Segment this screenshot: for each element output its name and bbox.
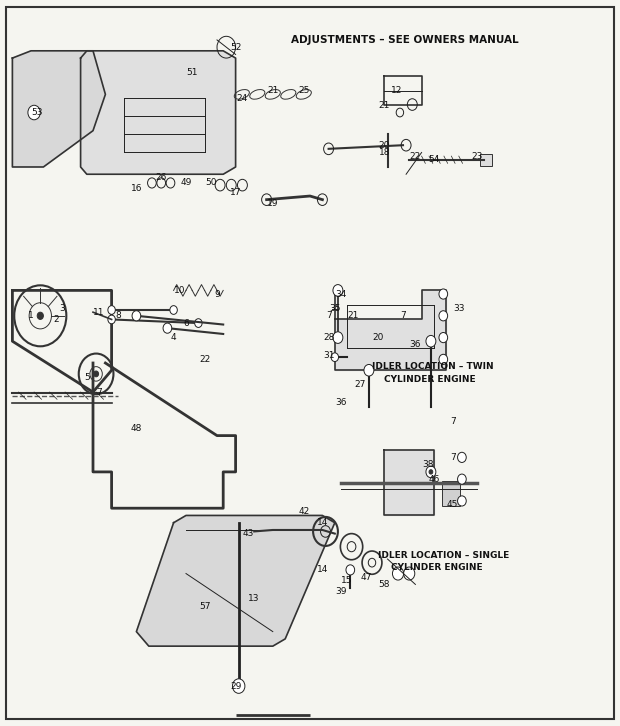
Text: 51: 51 bbox=[187, 68, 198, 77]
Text: 18: 18 bbox=[379, 148, 390, 157]
Text: CYLINDER ENGINE: CYLINDER ENGINE bbox=[384, 375, 476, 384]
Text: 31: 31 bbox=[323, 351, 334, 360]
Text: 29: 29 bbox=[230, 682, 241, 690]
Text: 33: 33 bbox=[453, 304, 464, 313]
Text: 1: 1 bbox=[28, 311, 34, 320]
Text: 46: 46 bbox=[428, 475, 440, 484]
Text: 38: 38 bbox=[422, 460, 433, 469]
Circle shape bbox=[439, 289, 448, 299]
Text: 17: 17 bbox=[230, 188, 241, 197]
Text: 4: 4 bbox=[170, 333, 177, 342]
Circle shape bbox=[439, 354, 448, 364]
Text: 42: 42 bbox=[298, 507, 309, 516]
Text: 43: 43 bbox=[242, 529, 254, 538]
Circle shape bbox=[132, 311, 141, 321]
Text: 19: 19 bbox=[267, 199, 278, 208]
Polygon shape bbox=[384, 450, 434, 515]
FancyBboxPatch shape bbox=[480, 154, 492, 166]
Text: 14: 14 bbox=[317, 566, 328, 574]
Circle shape bbox=[458, 474, 466, 484]
Text: 22: 22 bbox=[199, 355, 210, 364]
Text: 7: 7 bbox=[400, 311, 406, 320]
Polygon shape bbox=[81, 51, 236, 174]
Circle shape bbox=[170, 306, 177, 314]
Polygon shape bbox=[136, 515, 335, 646]
Text: 13: 13 bbox=[249, 595, 260, 603]
Text: 48: 48 bbox=[131, 424, 142, 433]
Circle shape bbox=[195, 319, 202, 327]
Text: 16: 16 bbox=[131, 184, 142, 193]
Text: 58: 58 bbox=[379, 580, 390, 589]
Circle shape bbox=[346, 565, 355, 575]
Circle shape bbox=[426, 335, 436, 347]
Circle shape bbox=[108, 306, 115, 314]
Text: 14: 14 bbox=[317, 518, 328, 527]
Circle shape bbox=[364, 364, 374, 376]
Text: 11: 11 bbox=[94, 308, 105, 317]
Text: ADJUSTMENTS – SEE OWNERS MANUAL: ADJUSTMENTS – SEE OWNERS MANUAL bbox=[291, 35, 519, 45]
Text: 6: 6 bbox=[183, 319, 189, 327]
Text: 10: 10 bbox=[174, 286, 185, 295]
Text: 2: 2 bbox=[53, 315, 59, 324]
Text: 49: 49 bbox=[180, 179, 192, 187]
Text: 7: 7 bbox=[96, 388, 102, 396]
Text: 9: 9 bbox=[214, 290, 220, 298]
Text: 47: 47 bbox=[360, 573, 371, 582]
Text: 52: 52 bbox=[230, 43, 241, 52]
Circle shape bbox=[429, 470, 433, 474]
Text: 50: 50 bbox=[205, 179, 216, 187]
Text: 21: 21 bbox=[348, 311, 359, 320]
Circle shape bbox=[426, 466, 436, 478]
Text: 53: 53 bbox=[32, 108, 43, 117]
Circle shape bbox=[232, 679, 245, 693]
Circle shape bbox=[458, 452, 466, 462]
Text: 5: 5 bbox=[84, 373, 90, 382]
Text: 21: 21 bbox=[379, 101, 390, 110]
Polygon shape bbox=[12, 51, 105, 167]
Text: 15: 15 bbox=[342, 576, 353, 585]
Text: 20: 20 bbox=[373, 333, 384, 342]
Text: IDLER LOCATION – SINGLE: IDLER LOCATION – SINGLE bbox=[378, 551, 510, 560]
Text: 45: 45 bbox=[447, 500, 458, 509]
Circle shape bbox=[439, 333, 448, 343]
Text: CYLINDER ENGINE: CYLINDER ENGINE bbox=[391, 563, 482, 572]
Text: 21: 21 bbox=[267, 86, 278, 95]
Text: 20: 20 bbox=[379, 141, 390, 150]
Text: 35: 35 bbox=[329, 304, 340, 313]
Text: 27: 27 bbox=[354, 380, 365, 389]
Text: 26: 26 bbox=[156, 174, 167, 182]
Text: IDLER LOCATION – TWIN: IDLER LOCATION – TWIN bbox=[372, 362, 494, 371]
Circle shape bbox=[331, 353, 339, 362]
Text: 39: 39 bbox=[335, 587, 347, 596]
Text: 23: 23 bbox=[472, 152, 483, 160]
Text: 36: 36 bbox=[335, 399, 347, 407]
Text: 34: 34 bbox=[335, 290, 347, 298]
Text: 24: 24 bbox=[236, 94, 247, 102]
FancyBboxPatch shape bbox=[442, 481, 460, 506]
Circle shape bbox=[392, 567, 404, 580]
Circle shape bbox=[458, 496, 466, 506]
Circle shape bbox=[404, 567, 415, 580]
Circle shape bbox=[108, 315, 115, 324]
Circle shape bbox=[333, 285, 343, 296]
Circle shape bbox=[94, 371, 99, 377]
Text: 36: 36 bbox=[410, 340, 421, 349]
Text: 28: 28 bbox=[323, 333, 334, 342]
Text: 7: 7 bbox=[326, 311, 332, 320]
Circle shape bbox=[37, 312, 43, 319]
Circle shape bbox=[163, 323, 172, 333]
Text: 22: 22 bbox=[410, 152, 421, 160]
Polygon shape bbox=[335, 290, 446, 370]
Text: 8: 8 bbox=[115, 311, 121, 320]
Text: 7: 7 bbox=[450, 453, 456, 462]
Text: 3: 3 bbox=[59, 304, 65, 313]
Circle shape bbox=[333, 332, 343, 343]
Text: 7: 7 bbox=[450, 417, 456, 425]
Text: 54: 54 bbox=[428, 155, 440, 164]
Text: 25: 25 bbox=[298, 86, 309, 95]
Circle shape bbox=[28, 105, 40, 120]
Circle shape bbox=[439, 311, 448, 321]
Text: 12: 12 bbox=[391, 86, 402, 95]
Text: 57: 57 bbox=[199, 602, 210, 611]
